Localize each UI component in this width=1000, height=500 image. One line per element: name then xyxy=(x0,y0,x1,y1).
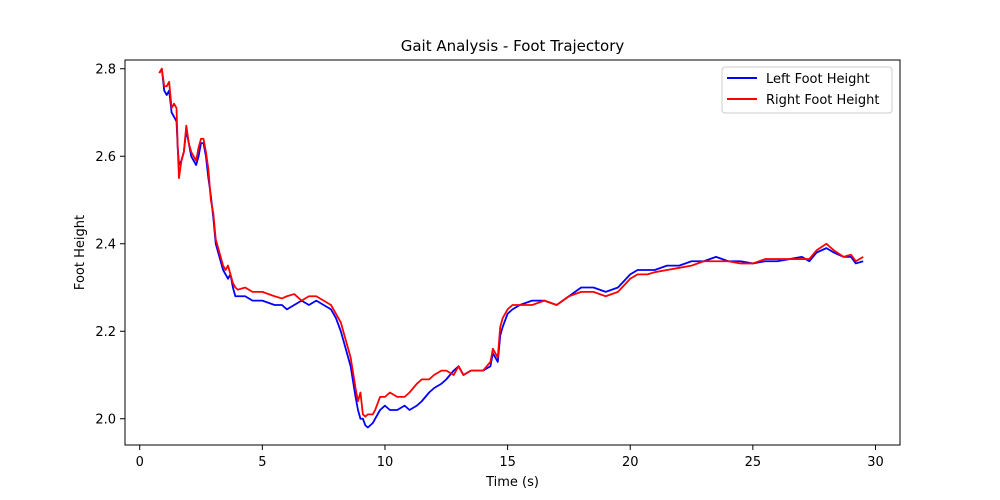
legend-label-left-foot: Left Foot Height xyxy=(766,72,870,87)
y-axis-label: Foot Height xyxy=(73,215,88,290)
chart-title: Gait Analysis - Foot Trajectory xyxy=(401,37,625,55)
x-axis: 0 5 10 15 20 25 30 xyxy=(136,445,884,470)
y-tick-label: 2.8 xyxy=(95,62,116,77)
y-tick-label: 2.0 xyxy=(95,412,116,427)
x-axis-label: Time (s) xyxy=(485,475,539,490)
legend-box xyxy=(721,66,893,114)
x-tick-label: 25 xyxy=(745,455,762,470)
y-axis: 2.0 2.2 2.4 2.6 2.8 xyxy=(95,62,125,427)
x-tick-label: 30 xyxy=(867,455,884,470)
series-right-foot-height xyxy=(158,67,864,418)
y-tick-label: 2.4 xyxy=(95,237,116,252)
legend-label-right-foot: Right Foot Height xyxy=(766,93,880,108)
y-tick-label: 2.6 xyxy=(95,150,116,165)
x-tick-label: 15 xyxy=(499,455,516,470)
x-tick-label: 10 xyxy=(377,455,394,470)
x-tick-label: 0 xyxy=(136,455,144,470)
x-tick-label: 5 xyxy=(258,455,266,470)
series-layer xyxy=(158,67,864,429)
y-tick-label: 2.2 xyxy=(95,325,116,340)
series-left-foot-height xyxy=(158,67,864,429)
legend: Left Foot Height Right Foot Height xyxy=(721,66,893,114)
plot-frame xyxy=(124,59,901,446)
x-tick-label: 20 xyxy=(622,455,639,470)
